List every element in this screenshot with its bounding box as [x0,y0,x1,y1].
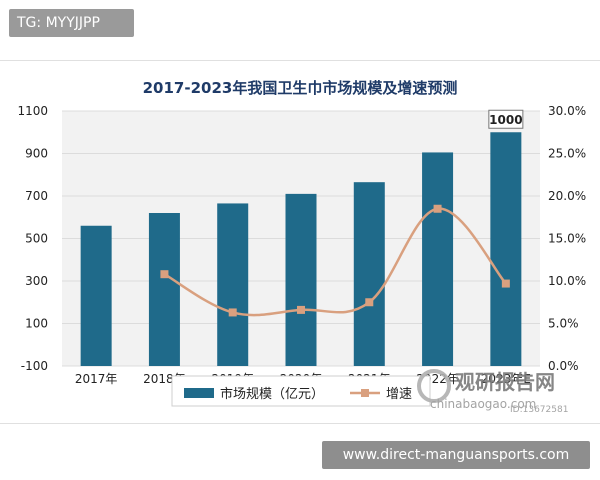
bar [80,225,112,366]
bar [422,152,454,366]
watermark-brand: 观研报告网 [455,370,555,394]
watermark-domain: chinabaogao.com [430,397,536,411]
y-tick-label: 100 [25,317,48,331]
chart-svg: 2017-2023年我国卫生巾市场规模及增速预测 1000 1100 900 700… [17,79,586,415]
bar [353,182,385,366]
legend-label-line: 增速 [386,387,412,402]
chart-title: 2017-2023年我国卫生巾市场规模及增速预测 [143,79,458,97]
legend-swatch-bar [184,388,214,398]
watermark-id: ID:13672581 [510,405,568,415]
y2-tick-label: 30.0% [548,104,586,118]
annotation-box [488,109,524,129]
chart-frame: 2017-2023年我国卫生巾市场规模及增速预测 1000 1100 900 700… [0,60,600,424]
line-point [365,298,374,307]
line-point [297,305,305,314]
line-point [228,308,237,317]
bar [490,132,522,366]
x-tick-label: 2017年 [75,372,118,386]
y-tick-label: 900 [25,147,48,161]
bar [217,203,249,366]
y2-tick-label: 10.0% [548,274,586,288]
y2-tick-label: 15.0% [548,232,586,246]
y2-tick-label: 5.0% [548,317,579,331]
y-tick-label: 300 [25,274,48,288]
y-tick-label: -100 [21,359,48,373]
y2-tick-label: 20.0% [548,189,586,203]
line-layer [160,204,510,317]
footer-url[interactable]: www.direct-manguansports.com [322,441,590,469]
annotation-label: 1000 [489,113,522,127]
y2-tick-label: 0.0% [548,359,579,373]
legend-frame [171,375,431,407]
legend-layer: 市场规模（亿元） 增速 [171,375,431,407]
line-point [433,204,442,213]
y-tick-label: 1100 [17,104,48,118]
y-tick-label: 500 [25,232,48,246]
y-tick-label: 700 [25,189,48,203]
watermark-logo-icon [417,369,451,403]
x-tick-label: 2023年E [481,372,531,386]
legend-swatch-marker [361,389,369,397]
bar [148,213,180,366]
line-point [501,279,510,288]
legend-label-bar: 市场规模（亿元） [220,386,324,402]
tg-badge: TG: MYYJJPP [9,9,134,37]
line-point [160,270,169,279]
bar [285,193,317,366]
watermark: 观研报告网 chinabaogao.com ID:13672581 [417,369,568,415]
y2-tick-label: 25.0% [548,147,586,161]
bar-layer: 1000 [80,109,524,366]
